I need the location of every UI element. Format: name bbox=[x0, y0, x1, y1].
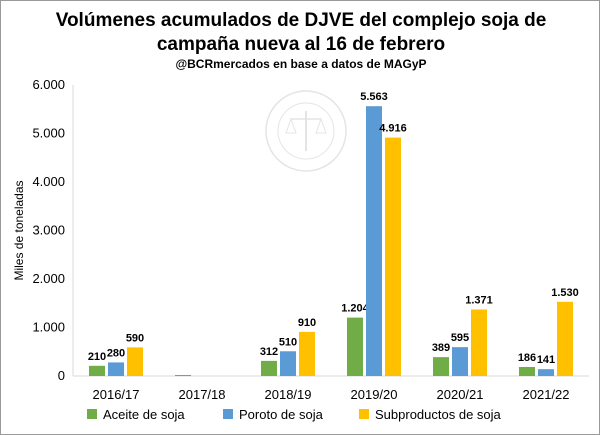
y-axis-title: Miles de toneladas bbox=[12, 180, 26, 280]
bar-poroto-de-soja-2020-21 bbox=[452, 347, 468, 376]
legend-label: Aceite de soja bbox=[103, 407, 185, 422]
data-label: 280 bbox=[107, 347, 125, 359]
x-tick-label: 2020/21 bbox=[437, 387, 484, 402]
legend-swatch bbox=[87, 409, 97, 419]
data-label: 595 bbox=[451, 332, 469, 344]
y-tick-label: 3.000 bbox=[32, 223, 65, 238]
data-label: 1.204 bbox=[341, 303, 369, 315]
watermark-seal bbox=[265, 90, 347, 172]
bar-subproductos-de-soja-2018-19 bbox=[299, 331, 315, 376]
data-label: 4.916 bbox=[379, 123, 407, 135]
chart-subtitle: @BCRmercados en base a datos de MAGyP bbox=[175, 57, 426, 71]
y-tick-label: 2.000 bbox=[32, 271, 65, 286]
y-tick-label: 6.000 bbox=[32, 77, 65, 92]
legend-swatch bbox=[223, 409, 233, 419]
y-tick-label: 4.000 bbox=[32, 174, 65, 189]
bar-poroto-de-soja-2016-17 bbox=[108, 362, 124, 376]
bar-subproductos-de-soja-2016-17 bbox=[127, 347, 143, 376]
y-tick-label: 1.000 bbox=[32, 320, 65, 335]
x-tick-label: 2019/20 bbox=[351, 387, 398, 402]
bar-poroto-de-soja-2018-19 bbox=[280, 351, 296, 376]
data-label: 141 bbox=[537, 354, 555, 366]
y-tick-label: 0 bbox=[58, 368, 65, 383]
chart-title-line-2: campaña nueva al 16 de febrero bbox=[157, 34, 445, 55]
data-label: 590 bbox=[126, 332, 144, 344]
data-label: 510 bbox=[279, 336, 297, 348]
x-tick-label: 2021/22 bbox=[523, 387, 570, 402]
legend-swatch bbox=[359, 409, 369, 419]
x-tick-label: 2016/17 bbox=[93, 387, 140, 402]
bar-aceite-de-soja-2017-18 bbox=[175, 375, 191, 376]
plot-area: 0 1.000 2.000 3.000 4.000 5.000 6.000 210 280590… bbox=[32, 77, 589, 402]
data-label: 312 bbox=[260, 346, 278, 358]
data-label: 210 bbox=[88, 351, 106, 363]
legend-label: Subproductos de soja bbox=[375, 407, 502, 422]
bar-aceite-de-soja-2016-17 bbox=[89, 365, 105, 376]
x-tick-label: 2018/19 bbox=[265, 387, 312, 402]
legend: Aceite de soja Poroto de soja Subproductos… bbox=[87, 407, 502, 422]
x-tick-label: 2017/18 bbox=[179, 387, 226, 402]
data-label: 389 bbox=[432, 342, 450, 354]
data-label: 910 bbox=[298, 317, 316, 329]
bar-aceite-de-soja-2020-21 bbox=[433, 357, 449, 376]
bar-subproductos-de-soja-2021-22 bbox=[557, 301, 573, 376]
bar-aceite-de-soja-2019-20 bbox=[347, 317, 363, 376]
bar-subproductos-de-soja-2019-20 bbox=[385, 137, 401, 376]
chart-title-line-1: Volúmenes acumulados de DJVE del complej… bbox=[56, 10, 547, 31]
bar-subproductos-de-soja-2020-21 bbox=[471, 309, 487, 376]
data-label: 1.371 bbox=[465, 295, 493, 307]
data-label: 1.530 bbox=[551, 287, 579, 299]
bar-aceite-de-soja-2021-22 bbox=[519, 366, 535, 376]
bar-poroto-de-soja-2021-22 bbox=[538, 369, 554, 376]
data-label: 5.563 bbox=[360, 91, 388, 103]
bar-aceite-de-soja-2018-19 bbox=[261, 360, 277, 376]
y-tick-label: 5.000 bbox=[32, 126, 65, 141]
legend-label: Poroto de soja bbox=[239, 407, 324, 422]
data-label: 186 bbox=[518, 352, 536, 364]
bar-poroto-de-soja-2019-20 bbox=[366, 106, 382, 376]
